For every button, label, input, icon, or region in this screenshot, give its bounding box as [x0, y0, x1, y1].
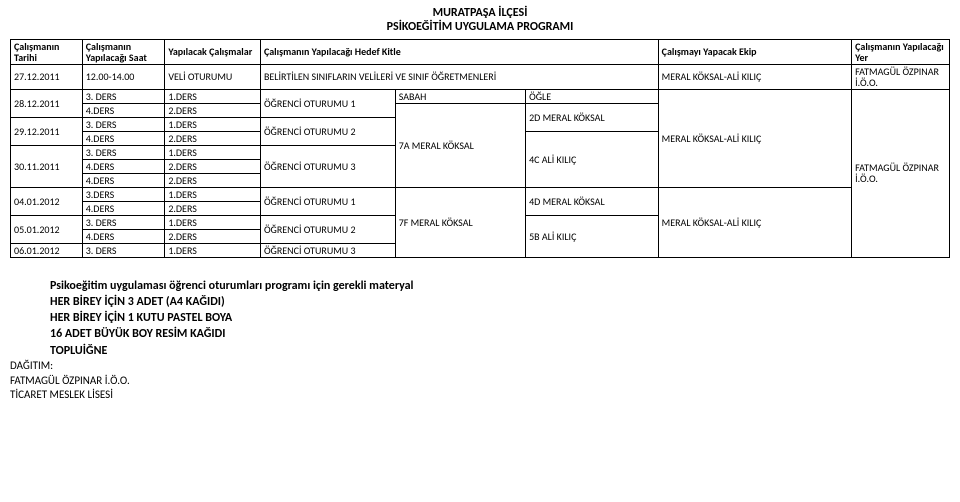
cell: SABAH	[395, 89, 525, 103]
notes-line: HER BİREY İÇİN 3 ADET (A4 KAĞIDI)	[50, 294, 950, 310]
cell: 2.DERS	[165, 159, 261, 173]
cell: 7F MERAL KÖKSAL	[395, 187, 525, 257]
notes-line: DAĞITIM:	[10, 359, 950, 374]
cell: 3. DERS	[82, 117, 165, 131]
notes-line: Psikoeğitim uygulaması öğrenci oturumlar…	[50, 278, 950, 294]
notes-block: Psikoeğitim uygulaması öğrenci oturumlar…	[10, 278, 950, 403]
notes-line: TOPLUİĞNE	[50, 343, 950, 359]
table-row: 28.12.2011 3. DERS 1.DERS ÖĞRENCİ OTURUM…	[11, 89, 950, 103]
cell: 3. DERS	[82, 89, 165, 103]
cell: 1.DERS	[165, 117, 261, 131]
cell: 4.DERS	[82, 201, 165, 215]
cell-team: MERAL KÖKSAL-ALİ KILIÇ	[658, 89, 851, 187]
cell: 7A MERAL KÖKSAL	[395, 103, 525, 187]
cell: ÖĞLE	[526, 89, 659, 103]
cell: 1.DERS	[165, 243, 261, 257]
cell: 3.DERS	[82, 187, 165, 201]
h-work: Yapılacak Çalışmalar	[165, 39, 261, 64]
cell-place: FATMAGÜL ÖZPINAR İ.Ö.O.	[852, 64, 950, 89]
cell: 3. DERS	[82, 215, 165, 229]
cell-place: FATMAGÜL ÖZPINAR İ.Ö.O.	[852, 89, 950, 257]
cell-date: 04.01.2012	[11, 187, 83, 215]
doc-title-1: MURATPAŞA İLÇESİ	[10, 6, 950, 20]
cell-hours: 12.00-14.00	[82, 64, 165, 89]
cell: ÖĞRENCİ OTURUMU 3	[260, 243, 395, 257]
cell-date: 06.01.2012	[11, 243, 83, 257]
cell: 2.DERS	[165, 103, 261, 117]
cell-team: MERAL KÖKSAL-ALİ KILIÇ	[658, 187, 851, 257]
cell: 4.DERS	[82, 173, 165, 187]
h-target: Çalışmanın Yapılacağı Hedef Kitle	[260, 39, 658, 64]
cell: ÖĞRENCİ OTURUMU 1	[260, 89, 395, 117]
cell: ÖĞRENCİ OTURUMU 2	[260, 117, 395, 145]
cell: 4C ALİ KILIÇ	[526, 131, 659, 187]
cell-date: 30.11.2011	[11, 145, 83, 187]
cell: ÖĞRENCİ OTURUMU 2	[260, 215, 395, 243]
h-team: Çalışmayı Yapacak Ekip	[658, 39, 851, 64]
header-row: Çalışmanın Tarihi Çalışmanın Yapılacağı …	[11, 39, 950, 64]
cell: ÖĞRENCİ OTURUMU 1	[260, 187, 395, 215]
cell: 2.DERS	[165, 173, 261, 187]
cell: 2.DERS	[165, 201, 261, 215]
cell-date: 05.01.2012	[11, 215, 83, 243]
cell-team: MERAL KÖKSAL-ALİ KILIÇ	[658, 64, 851, 89]
cell-date: 28.12.2011	[11, 89, 83, 117]
cell: 1.DERS	[165, 215, 261, 229]
cell: 4.DERS	[82, 229, 165, 243]
cell-date: 29.12.2011	[11, 117, 83, 145]
table-row: 27.12.2011 12.00-14.00 VELİ OTURUMU BELİ…	[11, 64, 950, 89]
doc-title-2: PSİKOEĞİTİM UYGULAMA PROGRAMI	[10, 20, 950, 34]
cell: 4D MERAL KÖKSAL	[526, 187, 659, 215]
cell: 2.DERS	[165, 229, 261, 243]
notes-line: TİCARET MESLEK LİSESİ	[10, 388, 950, 403]
cell: 4.DERS	[82, 131, 165, 145]
cell: 1.DERS	[165, 89, 261, 103]
cell-work: VELİ OTURUMU	[165, 64, 261, 89]
cell: 3. DERS	[82, 243, 165, 257]
h-place: Çalışmanın Yapılacağı Yer	[852, 39, 950, 64]
h-date: Çalışmanın Tarihi	[11, 39, 83, 64]
table-row: 04.01.2012 3.DERS 1.DERS ÖĞRENCİ OTURUMU…	[11, 187, 950, 201]
notes-line: 16 ADET BÜYÜK BOY RESİM KAĞIDI	[50, 326, 950, 342]
cell-target: BELİRTİLEN SINIFLARIN VELİLERİ VE SINIF …	[260, 64, 658, 89]
cell: 4.DERS	[82, 103, 165, 117]
cell: 4.DERS	[82, 159, 165, 173]
cell: 5B ALİ KILIÇ	[526, 215, 659, 257]
cell-date: 27.12.2011	[11, 64, 83, 89]
cell: 2D MERAL KÖKSAL	[526, 103, 659, 131]
cell: 3. DERS	[82, 145, 165, 159]
cell: ÖĞRENCİ OTURUMU 3	[260, 145, 395, 187]
cell: 1.DERS	[165, 187, 261, 201]
notes-line: HER BİREY İÇİN 1 KUTU PASTEL BOYA	[50, 310, 950, 326]
h-hours: Çalışmanın Yapılacağı Saat	[82, 39, 165, 64]
cell: 2.DERS	[165, 131, 261, 145]
schedule-table: Çalışmanın Tarihi Çalışmanın Yapılacağı …	[10, 39, 950, 258]
cell: 1.DERS	[165, 145, 261, 159]
notes-line: FATMAGÜL ÖZPINAR İ.Ö.O.	[10, 374, 950, 389]
